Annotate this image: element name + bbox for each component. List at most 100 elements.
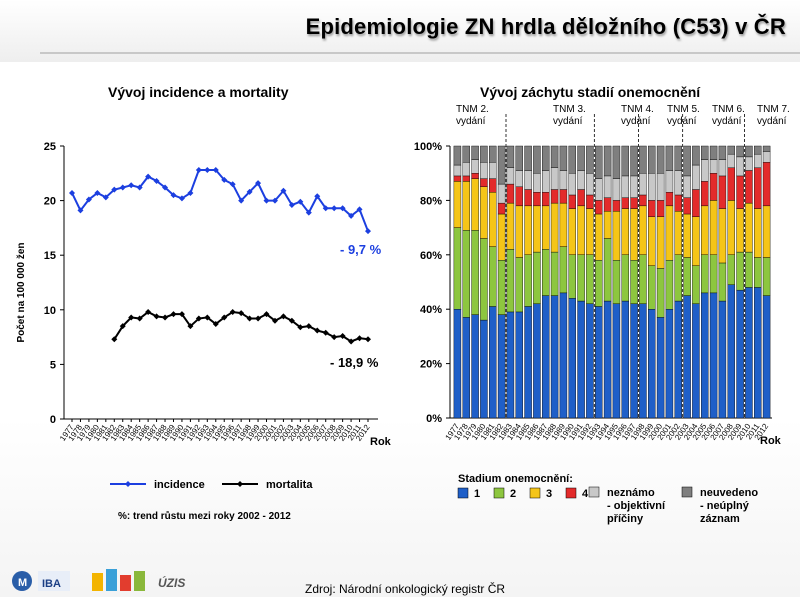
bar-segment-1988: [550, 145, 559, 168]
bar-segment-2004: [692, 303, 700, 419]
bar-segment-1980: [480, 319, 488, 419]
legend-label-3: 3: [546, 488, 552, 500]
bar-segment-2003: [683, 145, 691, 177]
bar-segment-1978: [462, 317, 470, 419]
bar-segment-2012: [762, 151, 771, 163]
legend-swatch-4: [565, 487, 577, 499]
bar-segment-1997: [630, 208, 638, 261]
tnm-label: TNM 7.: [757, 104, 790, 115]
tnm-label: TNM 2.: [456, 104, 489, 115]
legend-swatch-1: [457, 487, 469, 499]
bar-segment-1998: [639, 172, 647, 196]
bar-segment-2006: [709, 172, 718, 201]
bar-segment-2011: [754, 257, 762, 288]
bar-segment-2005: [701, 292, 709, 419]
bar-segment-1987: [542, 249, 550, 296]
bar-segment-2003: [683, 197, 691, 215]
y-tick-label: 25: [44, 141, 56, 153]
data-point-mortalita: [195, 315, 202, 322]
data-point-mortalita: [145, 308, 152, 315]
bar-segment-2000: [656, 145, 665, 174]
data-point-incidence: [128, 182, 135, 189]
bar-segment-1991: [577, 145, 585, 171]
bar-segment-1985: [524, 205, 532, 255]
bar-segment-1983: [506, 202, 515, 250]
left-chart-title: Vývoj incidence a mortality: [108, 84, 289, 100]
bar-segment-2009: [736, 289, 744, 419]
bar-segment-2004: [692, 164, 700, 190]
data-point-incidence: [365, 228, 371, 235]
bar-segment-1989: [559, 145, 568, 171]
y-tick-label: 80%: [420, 195, 442, 207]
bar-segment-2007: [718, 159, 727, 177]
legend-label-4: 4: [582, 488, 589, 500]
bar-segment-1989: [559, 189, 568, 204]
data-point-mortalita: [204, 314, 211, 321]
bar-segment-1999: [648, 265, 656, 310]
bar-segment-2002: [674, 300, 682, 419]
y-tick-label: 40%: [420, 304, 442, 316]
bar-segment-1988: [550, 167, 559, 190]
bar-segment-2006: [709, 200, 718, 255]
data-point-mortalita: [128, 314, 135, 321]
bar-segment-1983: [506, 249, 515, 313]
bar-segment-1994: [603, 211, 612, 239]
bar-segment-1978: [462, 175, 470, 182]
data-point-incidence: [195, 167, 202, 174]
tnm-sublabel: vydání: [553, 116, 583, 127]
logo-block-yellow-icon: [92, 573, 103, 591]
bar-segment-1990: [568, 254, 576, 299]
data-point-mortalita: [305, 323, 312, 330]
bar-segment-1999: [648, 216, 656, 266]
mortality-trend-label: - 18,9 %: [330, 355, 379, 370]
bar-segment-2007: [718, 262, 727, 302]
bar-segment-1977: [453, 164, 462, 177]
data-point-incidence: [119, 184, 126, 191]
bar-segment-1995: [612, 260, 621, 304]
bar-segment-2011: [754, 167, 762, 209]
tnm-sublabel: vydání: [712, 116, 742, 127]
bar-segment-1996: [621, 175, 629, 198]
bar-segment-1981: [489, 246, 497, 307]
data-point-incidence: [280, 187, 287, 194]
page-title: Epidemiologie ZN hrdla děložního (C53) v…: [305, 14, 786, 39]
bar-segment-1993: [595, 200, 603, 215]
bar-segment-1982: [497, 213, 506, 261]
iba-logo-text: IBA: [42, 578, 61, 590]
bar-segment-1980: [480, 238, 488, 321]
bar-segment-1999: [648, 200, 656, 217]
bar-segment-1980: [480, 162, 488, 179]
bar-segment-2004: [692, 145, 700, 166]
bar-segment-1984: [515, 311, 523, 419]
bar-segment-1997: [630, 145, 638, 177]
bar-segment-1980: [480, 186, 488, 239]
data-point-incidence: [69, 189, 75, 196]
bar-segment-2007: [718, 145, 727, 160]
bar-segment-1991: [577, 189, 585, 207]
right-chart-title: Vývoj záchytu stadií onemocnění: [480, 84, 701, 100]
data-point-incidence: [102, 194, 109, 201]
legend-swatch-neznamo: [588, 486, 600, 498]
trend-footnote: %: trend růstu mezi roky 2002 - 2012: [118, 510, 291, 522]
bar-segment-2005: [701, 254, 709, 294]
bar-segment-1995: [612, 178, 621, 201]
bar-segment-1993: [595, 306, 603, 419]
bar-segment-2005: [701, 159, 709, 182]
y-tick-label: 60%: [420, 250, 442, 262]
data-point-mortalita: [162, 314, 169, 321]
legend-label-mortalita: mortalita: [266, 479, 313, 491]
data-point-incidence: [356, 206, 363, 213]
bar-segment-1990: [568, 194, 576, 209]
data-point-incidence: [111, 186, 118, 193]
bar-segment-2001: [665, 260, 674, 310]
bar-segment-2011: [754, 287, 762, 419]
bar-segment-2004: [692, 189, 700, 217]
data-point-mortalita: [221, 314, 228, 321]
bar-segment-1983: [506, 311, 515, 419]
legend-title: Stadium onemocnění:: [458, 473, 573, 485]
data-point-incidence: [297, 198, 304, 205]
legend-label-line: - neúplný: [700, 500, 750, 512]
y-axis-label: Počet na 100 000 žen: [16, 242, 27, 342]
bar-segment-1979: [471, 159, 479, 174]
legend-label-2: 2: [510, 488, 516, 500]
